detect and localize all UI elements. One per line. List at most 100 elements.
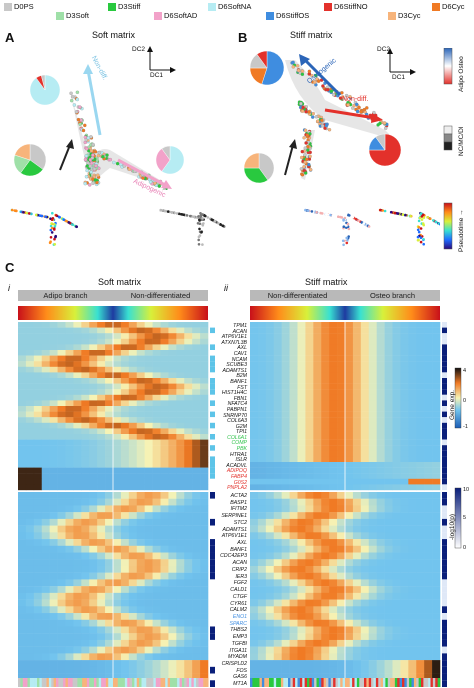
heatmap-cell bbox=[257, 322, 267, 328]
heatmap-cell bbox=[305, 539, 314, 546]
heatmap-cell bbox=[329, 586, 338, 594]
sig-cell bbox=[210, 626, 215, 634]
heatmap-cell bbox=[73, 406, 82, 412]
heatmap-cell bbox=[160, 473, 169, 479]
heatmap-cell bbox=[168, 572, 177, 580]
heatmap-cell bbox=[65, 613, 74, 620]
heatmap-cell bbox=[273, 322, 282, 328]
heatmap-cell bbox=[184, 322, 193, 328]
heatmap-cell bbox=[105, 467, 114, 474]
cell-dot bbox=[378, 121, 382, 126]
heatmap-cell bbox=[305, 434, 314, 440]
sig-cell bbox=[442, 327, 447, 334]
thumb-dot bbox=[51, 211, 54, 215]
heatmap-cell bbox=[65, 462, 74, 468]
heatmap-cell bbox=[152, 633, 161, 641]
annotation-cell bbox=[110, 678, 114, 687]
heatmap-cell bbox=[305, 532, 314, 540]
heatmap-cell bbox=[160, 378, 169, 384]
heatmap-cell bbox=[376, 434, 385, 440]
gene-label: FABP4 bbox=[230, 474, 247, 481]
heatmap-cell bbox=[360, 565, 370, 573]
cell-dot bbox=[291, 65, 296, 69]
heatmap-cell bbox=[305, 456, 314, 463]
heatmap-cell bbox=[432, 666, 441, 674]
heatmap-cell bbox=[65, 505, 74, 513]
heatmap-cell bbox=[400, 539, 409, 546]
heatmap-cell bbox=[408, 633, 417, 641]
heatmap-cell bbox=[97, 327, 106, 334]
annotation-cell bbox=[84, 678, 88, 687]
annotation-cell bbox=[295, 678, 298, 687]
heatmap-cell bbox=[128, 439, 138, 446]
cell-dot bbox=[78, 105, 82, 109]
heatmap-cell bbox=[321, 599, 330, 607]
heatmap-cell bbox=[97, 478, 106, 485]
heatmap-cell bbox=[160, 355, 169, 362]
heatmap-cell bbox=[250, 394, 259, 401]
heatmap-cell bbox=[105, 626, 114, 634]
heatmap-cell bbox=[345, 383, 354, 390]
heatmap-cell bbox=[65, 406, 74, 412]
heatmap-cell bbox=[33, 559, 43, 567]
heatmap-cell bbox=[144, 338, 153, 345]
heatmap-cell bbox=[184, 539, 193, 546]
heatmap-cell bbox=[89, 639, 98, 647]
heatmap-cell bbox=[392, 606, 401, 614]
heatmap-cell bbox=[273, 619, 282, 627]
heatmap-cell bbox=[18, 599, 27, 607]
thumb-dot bbox=[10, 208, 14, 212]
sig-cell bbox=[210, 512, 215, 519]
cell-dot bbox=[314, 73, 318, 78]
gene-label: FBN1 bbox=[233, 395, 247, 402]
thumb-dot bbox=[346, 222, 350, 226]
heatmap-cell bbox=[105, 411, 114, 418]
heatmap-cell bbox=[313, 559, 322, 567]
sig-cell bbox=[210, 646, 215, 654]
heatmap-cell bbox=[128, 417, 138, 423]
heatmap-cell bbox=[192, 462, 201, 468]
heatmap-cell bbox=[176, 660, 185, 668]
heatmap-cell bbox=[152, 428, 161, 435]
heatmap-cell bbox=[41, 411, 50, 418]
heatmap-cell bbox=[337, 646, 346, 654]
heatmap-cell bbox=[329, 344, 338, 351]
heatmap-cell bbox=[273, 532, 282, 540]
heatmap-cell bbox=[313, 383, 322, 390]
annotation-cell bbox=[63, 678, 66, 687]
annotation-cell bbox=[165, 678, 168, 687]
heatmap-cell bbox=[297, 338, 306, 345]
heatmap-cell bbox=[384, 660, 393, 668]
heatmap-cell bbox=[424, 492, 433, 499]
sig-cell bbox=[442, 646, 447, 654]
annotation-cell bbox=[174, 678, 178, 687]
heatmap-cell bbox=[41, 400, 50, 407]
annotation-cell bbox=[406, 678, 410, 687]
annotation-cell bbox=[302, 678, 305, 687]
heatmap-cell bbox=[400, 422, 409, 429]
heatmap-cell bbox=[265, 653, 275, 661]
heatmap-cell bbox=[337, 344, 346, 351]
thumb-dot bbox=[362, 222, 366, 225]
heatmap-cell bbox=[384, 619, 393, 627]
heatmap-cell bbox=[408, 378, 417, 384]
thumb-dot bbox=[354, 217, 358, 221]
heatmap-cell bbox=[81, 344, 90, 351]
heatmap-cell bbox=[392, 653, 401, 661]
heatmap-cell bbox=[25, 539, 35, 546]
heatmap-cell bbox=[184, 673, 193, 681]
sig-cell bbox=[442, 592, 447, 600]
heatmap-cell bbox=[273, 484, 282, 491]
heatmap-cell bbox=[392, 456, 401, 463]
heatmap-cell bbox=[18, 389, 27, 395]
legend-item-d3cyc: D3Cyc bbox=[388, 11, 421, 20]
heatmap-cell bbox=[384, 434, 393, 440]
gene-label: AXL bbox=[237, 345, 247, 352]
heatmap-cell bbox=[392, 633, 401, 641]
heatmap-cell bbox=[337, 512, 346, 520]
heatmap-cell bbox=[384, 355, 393, 362]
heatmap-cell bbox=[297, 613, 306, 620]
heatmap-cell bbox=[176, 518, 185, 526]
heatmap-cell bbox=[105, 439, 114, 446]
heatmap-cell bbox=[289, 518, 298, 526]
